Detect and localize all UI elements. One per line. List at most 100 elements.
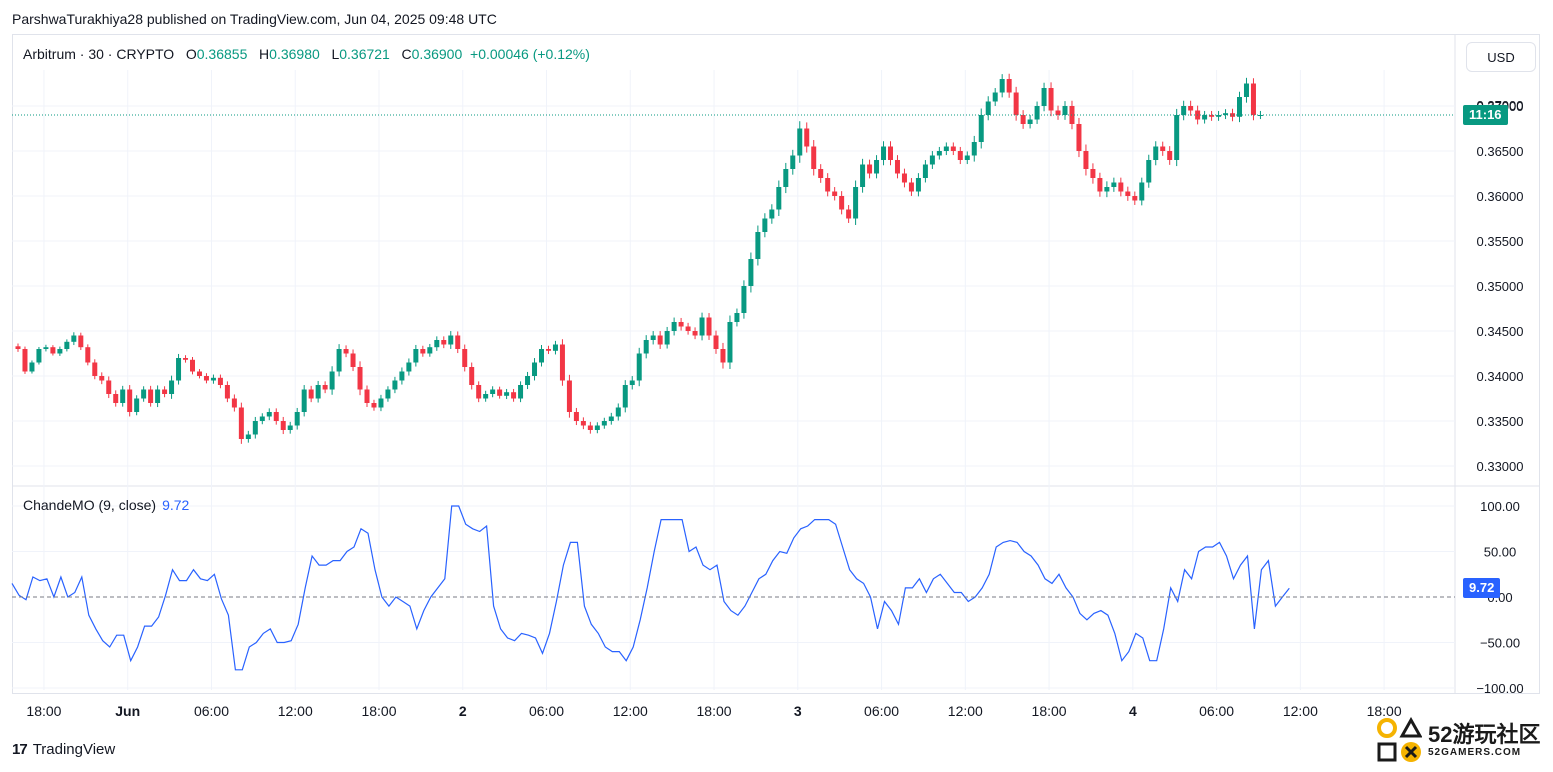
price-tick-label: 0.34000 (1477, 369, 1524, 384)
candle (692, 327, 698, 340)
candle (685, 322, 691, 335)
candle-body (908, 182, 914, 192)
candle (629, 376, 635, 390)
candle-body (839, 196, 845, 210)
candle (846, 205, 852, 223)
candle (1250, 78, 1256, 121)
candle (148, 385, 154, 407)
candle (1027, 115, 1033, 129)
tradingview-logo[interactable]: 17 TradingView (12, 741, 115, 758)
candle (252, 416, 258, 439)
candle-body (643, 340, 649, 354)
candle-body (629, 380, 635, 385)
candle-body (294, 412, 300, 426)
price-axis: 0.370000.365000.360000.355000.350000.345… (1477, 99, 1524, 474)
candle (1243, 77, 1249, 103)
candle-body (539, 349, 544, 363)
candle-body (1181, 106, 1187, 115)
indicator-legend[interactable]: ChandeMO (9, close) 9.72 (23, 497, 189, 513)
candle (1216, 110, 1222, 121)
candle (1020, 110, 1026, 129)
candle-body (601, 421, 607, 426)
candle (1118, 177, 1124, 197)
candle-body (1216, 115, 1222, 117)
candle-body (964, 155, 970, 160)
currency-button[interactable]: USD (1466, 42, 1536, 72)
candle-body (106, 380, 112, 394)
candle-body (671, 322, 677, 331)
candle (678, 317, 684, 331)
candle-body (573, 412, 579, 421)
overlays: 0.37000 (12, 98, 1524, 598)
candle (224, 381, 230, 403)
symbol-label[interactable]: Arbitrum · 30 · CRYPTO (23, 46, 175, 62)
candle (476, 381, 482, 403)
candle-body (936, 151, 942, 156)
tradingview-wordmark: TradingView (32, 741, 116, 758)
candle-body (1250, 83, 1256, 115)
published-caption: ParshwaTurakhiya28 published on TradingV… (12, 11, 497, 27)
candle-body (322, 385, 328, 390)
candle-body (490, 389, 496, 394)
candle-body (497, 389, 503, 396)
candle (385, 386, 391, 402)
candle (971, 135, 977, 162)
candle (580, 417, 586, 430)
candle-body (657, 335, 663, 345)
candle-body (259, 416, 265, 421)
candle (406, 358, 412, 376)
candle-body (29, 362, 35, 372)
candle-body (420, 349, 426, 354)
candle (922, 160, 928, 183)
candle (1125, 186, 1131, 201)
candle (957, 146, 963, 165)
candle-body (357, 367, 363, 390)
candle (1034, 101, 1040, 124)
candle-body (1243, 83, 1249, 97)
candle-body (685, 326, 691, 331)
candle (587, 421, 593, 434)
candle-body (43, 347, 49, 349)
candle-body (329, 371, 335, 390)
candle-body (804, 128, 810, 147)
candle-body (818, 169, 824, 178)
candle (1153, 141, 1159, 166)
candle (238, 402, 244, 444)
price-tick-label: 0.36000 (1477, 189, 1524, 204)
candle (992, 88, 998, 106)
candle (36, 346, 42, 365)
candle-body (1230, 113, 1236, 117)
candle-body (266, 412, 272, 417)
candle-body (615, 407, 621, 417)
candle-body (860, 164, 866, 187)
candle (120, 385, 126, 407)
time-tick-label: 06:00 (1199, 703, 1234, 719)
watermark: 52游玩社区 52GAMERS.COM (1376, 712, 1548, 768)
candle (1083, 144, 1089, 176)
candle (552, 340, 558, 355)
candle-body (113, 394, 119, 403)
candle (1139, 177, 1145, 206)
candle-body (120, 389, 126, 403)
candle-body (92, 362, 98, 376)
candle-body (455, 335, 461, 349)
candle (1167, 146, 1173, 165)
candle (57, 346, 63, 356)
candle (573, 407, 579, 426)
candle (776, 180, 782, 216)
candle-body (978, 115, 984, 142)
candle (210, 374, 216, 384)
candle-body (811, 146, 817, 169)
candle-body (50, 347, 56, 354)
candle (811, 140, 817, 176)
candle (427, 343, 433, 357)
open-value: 0.36855 (196, 46, 248, 62)
candle-body (57, 349, 63, 354)
high-value: 0.36980 (269, 46, 320, 62)
candlestick-series (15, 73, 1263, 444)
candle (1055, 105, 1061, 120)
high-label: H (259, 46, 270, 62)
candle (504, 388, 510, 400)
